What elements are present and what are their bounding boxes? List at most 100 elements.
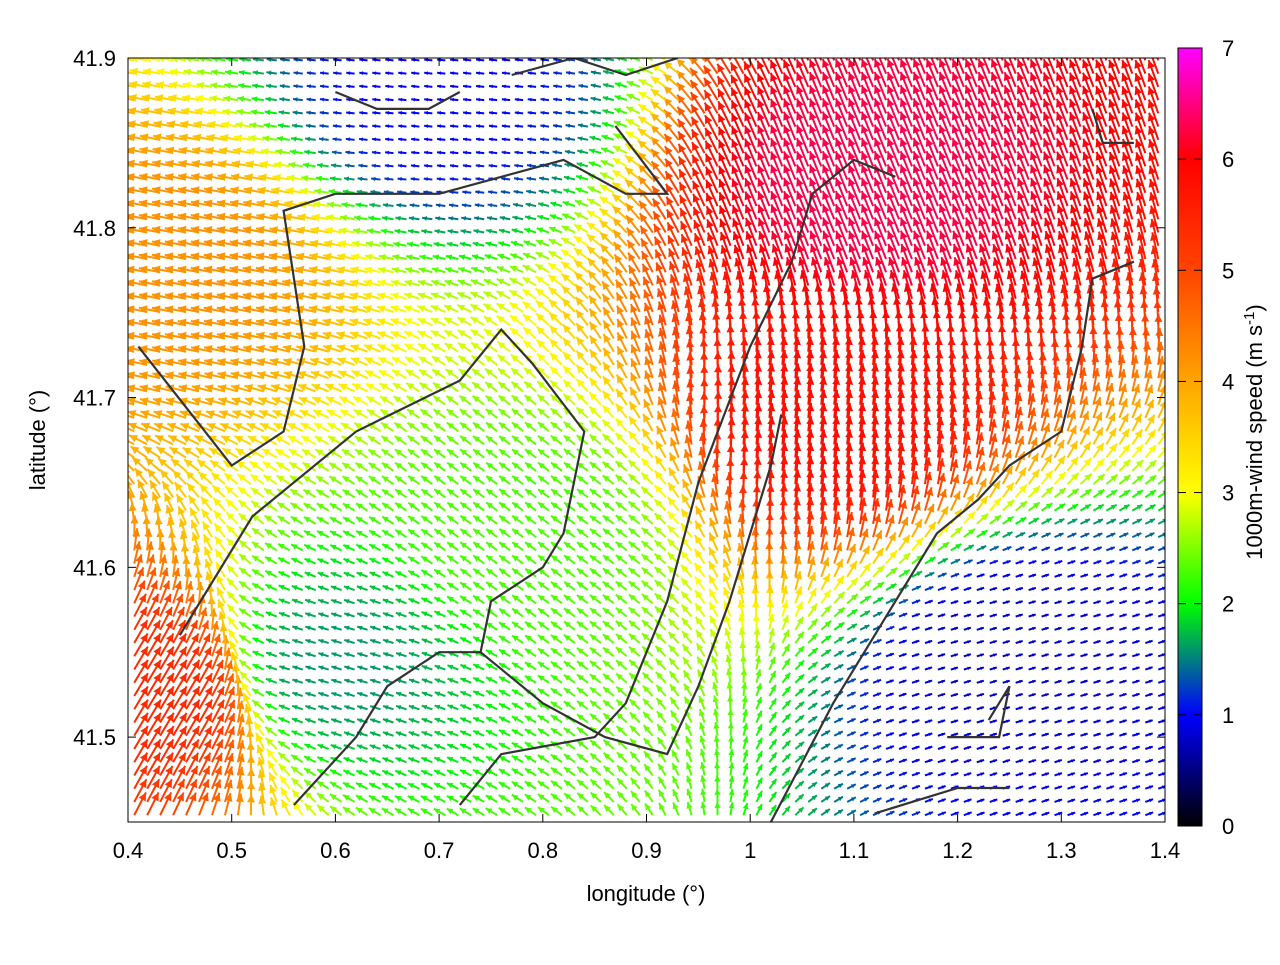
wind-vector <box>951 614 958 617</box>
wind-vector <box>409 598 420 603</box>
wind-vector <box>990 587 997 590</box>
wind-vector <box>1132 600 1139 603</box>
wind-vector <box>395 449 407 457</box>
y-tick-label: 41.6 <box>73 555 116 580</box>
wind-vector <box>977 601 984 604</box>
wind-vector <box>344 718 354 723</box>
wind-vector <box>421 449 432 457</box>
wind-vector <box>912 733 919 736</box>
wind-vector <box>563 352 575 365</box>
wind-vector <box>301 423 316 431</box>
wind-vector <box>396 639 406 644</box>
wind-vector <box>990 693 997 696</box>
wind-vector <box>551 476 562 484</box>
wind-vector <box>603 674 614 683</box>
wind-vector <box>990 667 997 670</box>
wind-vector <box>563 380 575 392</box>
wind-vector <box>769 739 776 749</box>
wind-vector <box>357 639 367 644</box>
wind-vector <box>925 785 933 789</box>
wind-vector <box>954 270 964 298</box>
wind-vector <box>574 248 588 259</box>
wind-vector <box>421 503 432 511</box>
wind-vector <box>870 323 878 351</box>
wind-vector <box>1068 706 1075 709</box>
wind-vector <box>538 729 549 736</box>
wind-vector <box>227 604 238 616</box>
wind-vector <box>1029 786 1036 789</box>
wind-vector <box>275 436 290 444</box>
wind-vector <box>318 692 328 697</box>
wind-vector <box>227 525 238 537</box>
wind-vector <box>356 531 367 537</box>
wind-vector <box>1158 415 1167 431</box>
wind-vector <box>1119 772 1126 775</box>
wind-vector <box>486 582 497 590</box>
wind-vector <box>899 772 907 776</box>
wind-vector <box>590 687 601 696</box>
wind-vector <box>395 489 406 497</box>
wind-vector <box>1145 680 1152 683</box>
wind-vector <box>808 662 817 669</box>
wind-vector <box>860 758 868 762</box>
wind-vector <box>423 203 433 207</box>
wind-vector <box>369 558 380 563</box>
wind-vector <box>603 502 614 510</box>
wind-vector <box>344 572 355 577</box>
wind-vector <box>460 556 471 564</box>
wind-vector <box>422 731 433 736</box>
wind-vector <box>925 759 933 762</box>
wind-vector <box>486 636 497 643</box>
wind-vector <box>225 70 238 76</box>
wind-vector <box>629 542 640 551</box>
wind-vector <box>1093 614 1100 617</box>
wind-vector <box>728 762 734 775</box>
wind-vector <box>291 755 303 762</box>
wind-vector <box>447 597 458 604</box>
wind-vector <box>512 228 523 233</box>
wind-vector <box>1003 733 1010 736</box>
wind-vector <box>279 599 290 604</box>
wind-vector <box>590 529 601 537</box>
wind-vector <box>681 591 691 603</box>
wind-vector <box>435 216 445 221</box>
wind-vector <box>1132 786 1140 789</box>
wind-vector <box>525 635 536 643</box>
wind-vector <box>899 667 906 670</box>
wind-vector <box>252 664 263 669</box>
wind-vector <box>434 744 445 749</box>
wind-vector <box>925 640 932 643</box>
wind-vector <box>538 476 549 484</box>
wind-vector <box>860 745 868 749</box>
wind-vector <box>264 488 277 497</box>
wind-vector <box>860 666 868 670</box>
wind-vector <box>938 627 945 630</box>
wind-vector <box>590 569 601 577</box>
wind-vector <box>912 653 919 656</box>
wind-vector <box>695 535 705 550</box>
wind-vector <box>643 699 653 710</box>
wind-vector <box>317 490 329 498</box>
wind-vector <box>808 769 817 775</box>
wind-vector <box>215 536 225 550</box>
wind-vector <box>473 529 484 537</box>
wind-vector <box>370 652 380 657</box>
wind-vector <box>265 585 276 591</box>
wind-vector <box>320 98 329 102</box>
wind-vector <box>421 796 432 802</box>
wind-vector <box>642 594 653 603</box>
wind-vector <box>912 613 920 617</box>
wind-vector <box>834 592 844 603</box>
wind-vector <box>538 635 549 643</box>
wind-vector <box>277 502 289 510</box>
wind-vector <box>486 516 497 524</box>
wind-vector <box>251 96 263 102</box>
wind-vector <box>344 705 354 710</box>
wind-vector <box>457 292 471 298</box>
wind-vector <box>795 794 803 802</box>
wind-vector <box>434 516 445 524</box>
x-tick-label: 1.1 <box>839 838 870 863</box>
wind-vector <box>327 201 341 208</box>
wind-vector <box>512 743 523 749</box>
wind-vector <box>515 124 523 128</box>
